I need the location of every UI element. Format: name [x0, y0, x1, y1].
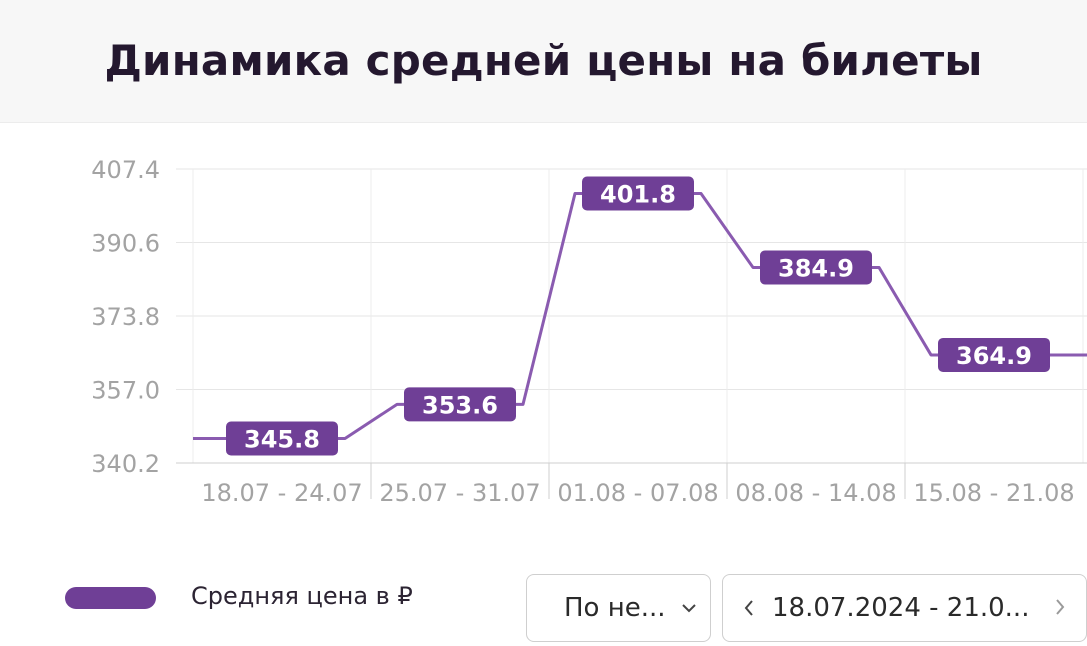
x-tick-label: 18.07 - 24.07	[201, 479, 362, 507]
legend-swatch	[65, 587, 156, 609]
data-label-box	[404, 387, 516, 422]
data-label-box	[226, 421, 338, 456]
period-select[interactable]: По не...	[526, 574, 711, 642]
y-tick-label: 340.2	[91, 450, 160, 478]
data-label: 345.8	[244, 426, 320, 454]
y-tick-label: 407.4	[91, 156, 160, 184]
x-tick-label: 08.08 - 14.08	[735, 479, 896, 507]
price-chart: 407.4 390.6 373.8 357.0 340.2 18.07 - 24.07 25…	[91, 156, 1087, 507]
data-label-box	[938, 337, 1050, 372]
data-label: 364.9	[956, 342, 1032, 370]
data-label: 353.6	[422, 391, 498, 419]
date-range-picker[interactable]: 18.07.2024 - 21.0...	[722, 574, 1087, 642]
chart-header: Динамика средней цены на билеты	[0, 0, 1087, 123]
chevron-right-icon[interactable]	[1054, 597, 1066, 617]
period-select-value: По не...	[564, 593, 666, 623]
legend-label: Средняя цена в ₽	[191, 582, 413, 610]
x-tick-label: 15.08 - 21.08	[913, 479, 1074, 507]
x-tick-label: 01.08 - 07.08	[557, 479, 718, 507]
chevron-left-icon[interactable]	[743, 598, 755, 618]
data-label: 401.8	[600, 181, 676, 209]
data-label-box	[760, 250, 872, 285]
y-tick-label: 357.0	[91, 377, 160, 405]
chevron-down-icon	[680, 602, 698, 614]
data-label-box	[582, 176, 694, 211]
page-title: Динамика средней цены на билеты	[104, 36, 983, 85]
y-tick-label: 373.8	[91, 303, 160, 331]
date-range-value: 18.07.2024 - 21.0...	[772, 593, 1030, 623]
x-tick-label: 25.07 - 31.07	[379, 479, 540, 507]
y-tick-label: 390.6	[91, 230, 160, 258]
data-label: 384.9	[778, 254, 854, 282]
